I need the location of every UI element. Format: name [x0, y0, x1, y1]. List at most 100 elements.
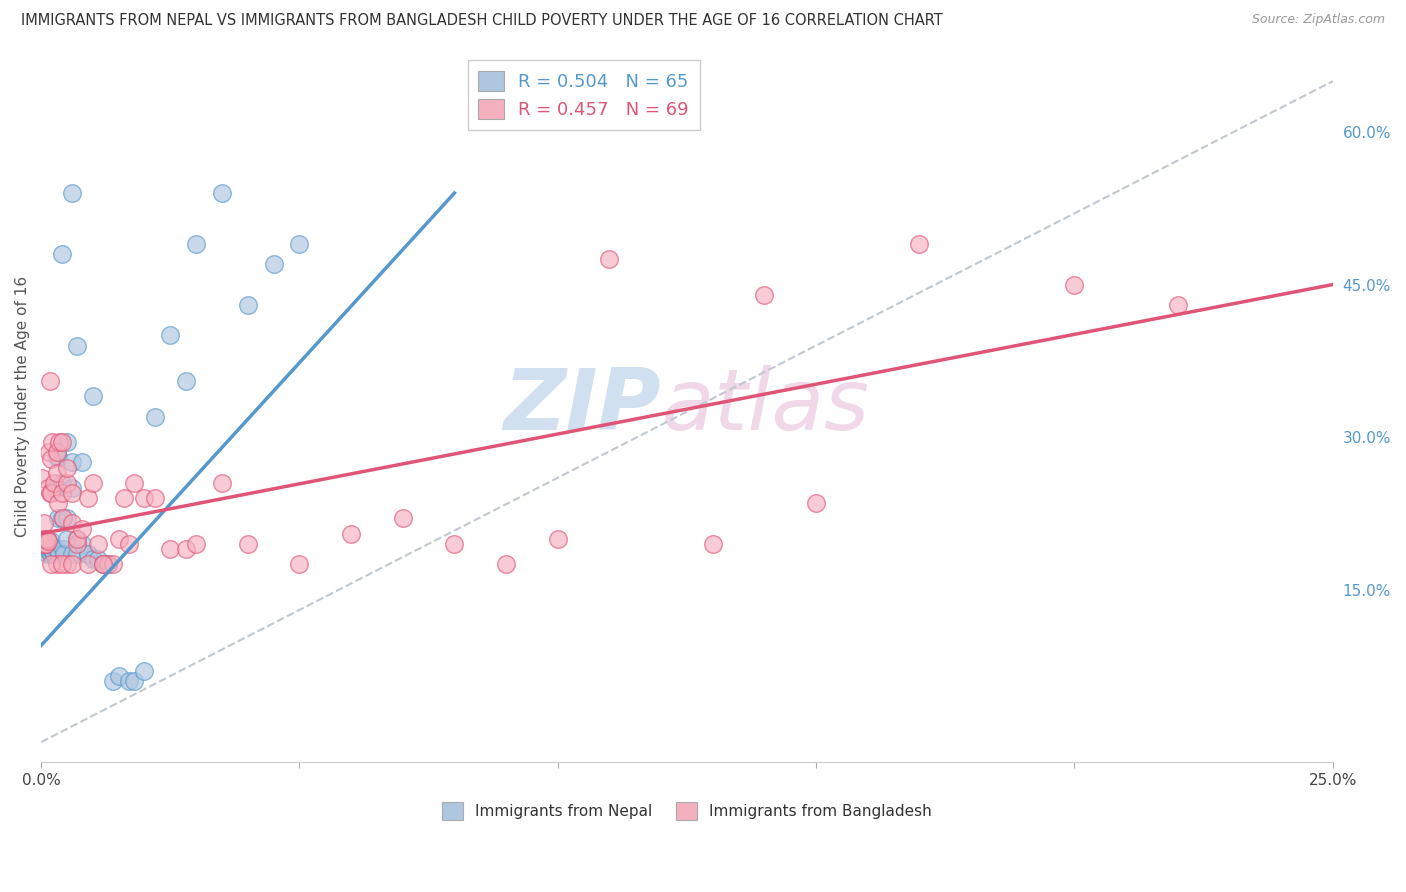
Point: [32, 537, 55, 551]
Point: [32, 537, 55, 551]
Point: [211, 475, 233, 490]
Point: [66, 532, 89, 546]
Point: [60, 481, 83, 495]
Point: [60, 516, 83, 531]
Point: [56, 557, 79, 571]
Point: [547, 532, 569, 546]
Point: [174, 541, 197, 556]
Point: [41, 547, 63, 561]
Point: [66, 338, 89, 352]
Point: [41, 452, 63, 467]
Point: [41, 541, 63, 556]
Point: [91, 557, 114, 571]
Point: [804, 496, 827, 510]
Point: [45, 481, 67, 495]
Point: [391, 511, 413, 525]
Point: [159, 328, 181, 343]
Point: [35, 532, 58, 546]
Point: [37, 532, 59, 546]
Point: [41, 486, 63, 500]
Point: [56, 435, 79, 450]
Point: [72, 522, 94, 536]
Point: [52, 541, 75, 556]
Point: [41, 557, 63, 571]
Point: [37, 547, 59, 561]
Point: [44, 481, 66, 495]
Point: [72, 455, 94, 469]
Point: [35, 537, 58, 551]
Point: [34, 537, 56, 551]
Y-axis label: Child Poverty Under the Age of 16: Child Poverty Under the Age of 16: [15, 276, 30, 537]
Point: [82, 389, 104, 403]
Point: [97, 557, 120, 571]
Point: [37, 533, 59, 548]
Point: [495, 557, 517, 571]
Point: [122, 475, 145, 490]
Point: [103, 674, 125, 689]
Point: [143, 409, 166, 424]
Point: [112, 491, 135, 505]
Text: Source: ZipAtlas.com: Source: ZipAtlas.com: [1251, 13, 1385, 27]
Point: [51, 435, 73, 450]
Point: [143, 491, 166, 505]
Point: [42, 475, 65, 490]
Point: [443, 537, 465, 551]
Point: [82, 552, 104, 566]
Point: [66, 547, 89, 561]
Point: [754, 287, 776, 301]
Point: [46, 511, 69, 525]
Point: [159, 541, 181, 556]
Point: [38, 540, 60, 554]
Point: [51, 247, 73, 261]
Point: [45, 445, 67, 459]
Point: [134, 664, 156, 678]
Point: [598, 252, 620, 266]
Point: [38, 445, 60, 459]
Point: [236, 537, 259, 551]
Point: [56, 511, 79, 525]
Point: [702, 537, 724, 551]
Point: [211, 186, 233, 200]
Point: [42, 547, 65, 561]
Point: [52, 547, 75, 561]
Point: [184, 537, 207, 551]
Point: [56, 460, 79, 475]
Point: [39, 537, 62, 551]
Point: [76, 557, 98, 571]
Point: [39, 374, 62, 388]
Point: [46, 450, 69, 465]
Point: [91, 557, 114, 571]
Point: [35, 532, 58, 546]
Point: [60, 455, 83, 469]
Point: [51, 475, 73, 490]
Point: [118, 674, 141, 689]
Point: [103, 557, 125, 571]
Legend: Immigrants from Nepal, Immigrants from Bangladesh: Immigrants from Nepal, Immigrants from B…: [436, 796, 938, 826]
Point: [118, 537, 141, 551]
Point: [41, 533, 63, 548]
Point: [82, 475, 104, 490]
Point: [60, 557, 83, 571]
Point: [263, 257, 285, 271]
Point: [908, 236, 931, 251]
Point: [38, 486, 60, 500]
Point: [236, 298, 259, 312]
Point: [174, 374, 197, 388]
Text: IMMIGRANTS FROM NEPAL VS IMMIGRANTS FROM BANGLADESH CHILD POVERTY UNDER THE AGE : IMMIGRANTS FROM NEPAL VS IMMIGRANTS FROM…: [21, 13, 943, 29]
Point: [37, 533, 59, 548]
Point: [60, 186, 83, 200]
Point: [32, 516, 55, 531]
Point: [41, 435, 63, 450]
Point: [51, 486, 73, 500]
Point: [51, 557, 73, 571]
Point: [52, 511, 75, 525]
Point: [48, 547, 70, 561]
Point: [35, 537, 58, 551]
Point: [32, 532, 55, 546]
Point: [72, 537, 94, 551]
Point: [66, 532, 89, 546]
Point: [76, 547, 98, 561]
Point: [87, 537, 110, 551]
Point: [38, 544, 60, 558]
Point: [38, 541, 60, 556]
